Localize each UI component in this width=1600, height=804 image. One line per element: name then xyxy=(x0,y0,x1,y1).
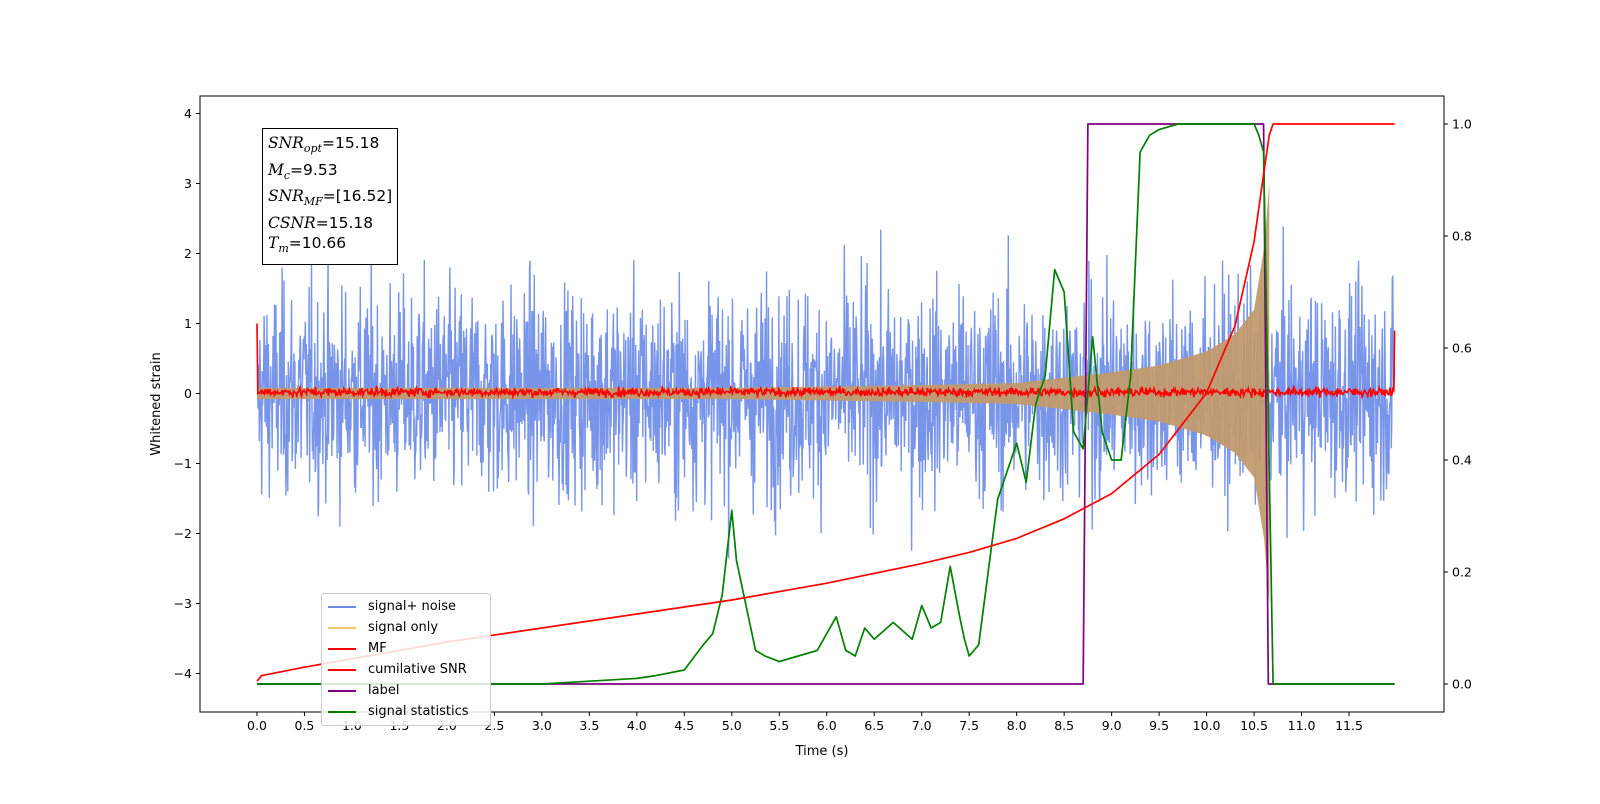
x-tick-label: 6.5 xyxy=(864,718,884,733)
x-tick-label: 8.5 xyxy=(1054,718,1074,733)
x-tick-label: 11.0 xyxy=(1288,718,1316,733)
x-tick-label: 5.5 xyxy=(769,718,789,733)
x-tick-label: 7.5 xyxy=(959,718,979,733)
y-left-tick-label: −4 xyxy=(174,666,192,681)
legend-label: cumilative SNR xyxy=(368,661,467,677)
annotation-box: SNRopt=15.18 Mc=9.53 SNRMF=[16.52] CSNR=… xyxy=(262,128,399,265)
annot-csnr: CSNR=15.18 xyxy=(268,213,374,232)
plot-frame xyxy=(199,95,1445,713)
y-right-tick-label: 0.6 xyxy=(1452,341,1472,356)
legend-label: signal+ noise xyxy=(368,599,457,614)
x-tick-label: 7.0 xyxy=(912,718,932,733)
annot-snr-mf: SNRMF=[16.52] xyxy=(268,187,393,209)
legend-swatch xyxy=(328,627,356,630)
x-tick-label: 4.5 xyxy=(674,718,694,733)
x-tick-label: 6.0 xyxy=(817,718,837,733)
legend-swatch xyxy=(328,648,356,651)
annot-mc: Mc=9.53 xyxy=(268,160,338,182)
y-left-tick-label: −2 xyxy=(174,526,192,541)
x-tick-label: 11.5 xyxy=(1335,718,1363,733)
legend: signal+ noise signal only MF cumilative SNR… xyxy=(321,593,491,727)
x-tick-label: 9.0 xyxy=(1102,718,1122,733)
y-right-tick-label: 1.0 xyxy=(1452,117,1472,132)
x-tick-label: 3.5 xyxy=(579,718,599,733)
y-axis-label: Whitened strain xyxy=(149,352,164,455)
x-tick-label: 9.5 xyxy=(1149,718,1169,733)
legend-label: label xyxy=(368,682,400,698)
legend-item: cumilative SNR xyxy=(328,660,484,681)
series-signal-noise-line xyxy=(256,226,1396,559)
x-tick-label: 10.5 xyxy=(1240,718,1268,733)
annot-snr-mf-value: [16.52] xyxy=(335,187,393,206)
y-left-tick-label: 4 xyxy=(184,106,192,121)
y-right-tick-label: 0.8 xyxy=(1452,229,1472,244)
y-right-tick-label: 0.0 xyxy=(1452,677,1472,692)
legend-item: label xyxy=(328,681,484,702)
x-axis-label: Time (s) xyxy=(795,744,849,759)
y-right-tick-label: 0.4 xyxy=(1452,453,1472,468)
legend-item: signal statistics xyxy=(328,702,484,723)
x-tick-label: 10.0 xyxy=(1193,718,1221,733)
y-left-tick-label: 1 xyxy=(184,316,192,331)
y-right-tick-label: 0.2 xyxy=(1452,565,1472,580)
annot-tm-value: 10.66 xyxy=(301,234,347,253)
annot-snr-opt: SNRopt=15.18 xyxy=(268,134,380,156)
y-left-tick-label: −3 xyxy=(174,596,192,611)
legend-label: signal statistics xyxy=(368,703,469,719)
legend-item: signal only xyxy=(328,618,484,639)
series-signal-statistics-line xyxy=(256,123,1395,685)
legend-label: MF xyxy=(368,640,387,656)
annot-mc-value: 9.53 xyxy=(303,160,338,179)
x-tick-label: 5.0 xyxy=(722,718,742,733)
series-mf-line xyxy=(256,323,1396,400)
x-tick-label: 8.0 xyxy=(1007,718,1027,733)
legend-swatch xyxy=(328,710,356,713)
x-tick-label: 0.5 xyxy=(295,718,315,733)
annot-snr-opt-value: 15.18 xyxy=(334,134,380,152)
y-left-tick-label: −1 xyxy=(174,456,192,471)
y-left-tick-label: 0 xyxy=(184,386,192,401)
legend-swatch xyxy=(328,606,356,609)
legend-swatch xyxy=(328,669,356,672)
legend-item: signal+ noise xyxy=(328,597,484,618)
annot-tm: Tm=10.66 xyxy=(268,234,347,256)
annot-csnr-value: 15.18 xyxy=(328,213,374,232)
legend-swatch xyxy=(328,690,356,693)
y-left-tick-label: 3 xyxy=(184,176,192,191)
x-tick-label: 0.0 xyxy=(247,718,267,733)
legend-label: signal only xyxy=(368,619,439,635)
x-tick-label: 3.0 xyxy=(532,718,552,733)
legend-item: MF xyxy=(328,639,484,660)
y-left-tick-label: 2 xyxy=(184,246,192,261)
x-tick-label: 4.0 xyxy=(627,718,647,733)
